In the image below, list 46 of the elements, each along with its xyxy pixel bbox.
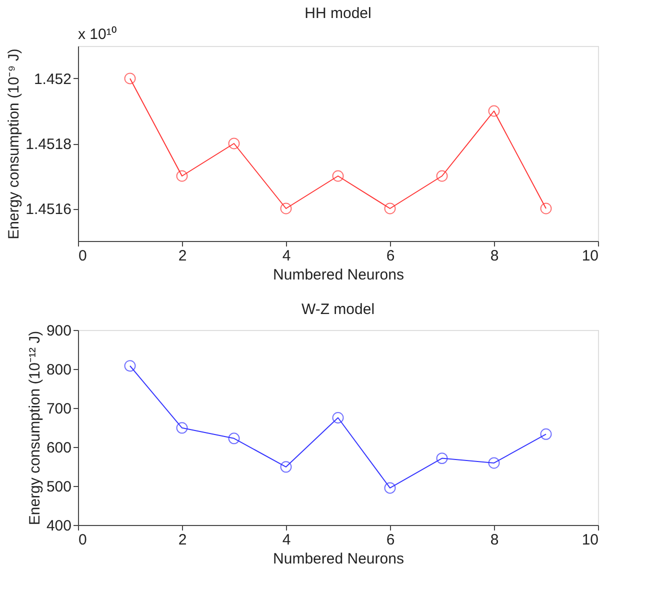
x-tick-label: 8: [490, 248, 499, 264]
point: [280, 461, 292, 473]
point: [280, 202, 292, 214]
x-tick-label: 2: [178, 532, 187, 548]
x-axis-title: Numbered Neurons: [273, 550, 404, 568]
x-tick-label: 2: [178, 248, 187, 264]
y-tick-label: 800: [46, 362, 72, 378]
x-tick-label: 6: [386, 532, 395, 548]
x-tick-label: 6: [386, 248, 395, 264]
y-tick-label: 700: [46, 400, 72, 418]
y-tick-label: 1.452: [34, 71, 72, 88]
x-tick-label: 4: [282, 248, 291, 264]
x-tick-label: 10: [582, 248, 598, 264]
point: [228, 138, 240, 150]
x-tick-label: 8: [490, 532, 499, 548]
point: [540, 428, 552, 440]
point: [436, 170, 448, 182]
text: x 10¹⁰: [78, 26, 116, 43]
point: [540, 202, 552, 214]
point: [176, 422, 188, 434]
point: [332, 170, 344, 182]
y-tick-label: 600: [46, 440, 72, 456]
y-axis-title: Energy consumption (10⁻⁹ J): [6, 48, 23, 240]
y-tick-label: 900: [46, 322, 72, 340]
point: [488, 457, 500, 469]
y-tick-label: 1.4518: [26, 136, 72, 153]
chart-title: HH model: [304, 5, 372, 22]
y-tick-label: 1.4516: [26, 201, 72, 218]
x-tick-label: 10: [582, 532, 598, 548]
point: [332, 412, 344, 424]
x-tick-label: 4: [282, 532, 291, 548]
point: [176, 170, 188, 182]
y-axis-title: Energy consumption (10⁻¹² J): [26, 330, 44, 526]
x-tick-label: 0: [78, 248, 87, 264]
point: [436, 452, 448, 464]
x-axis-title: Numbered Neurons: [273, 266, 404, 284]
y-tick-label: 400: [46, 518, 72, 534]
x-tick-label: 0: [78, 532, 87, 548]
point: [384, 202, 396, 214]
point: [384, 482, 396, 494]
y-tick-label: 500: [46, 478, 72, 496]
point: [228, 432, 240, 444]
chart-title: W-Z model: [301, 301, 375, 318]
point: [124, 360, 136, 372]
point: [124, 72, 136, 84]
point: [488, 105, 500, 117]
